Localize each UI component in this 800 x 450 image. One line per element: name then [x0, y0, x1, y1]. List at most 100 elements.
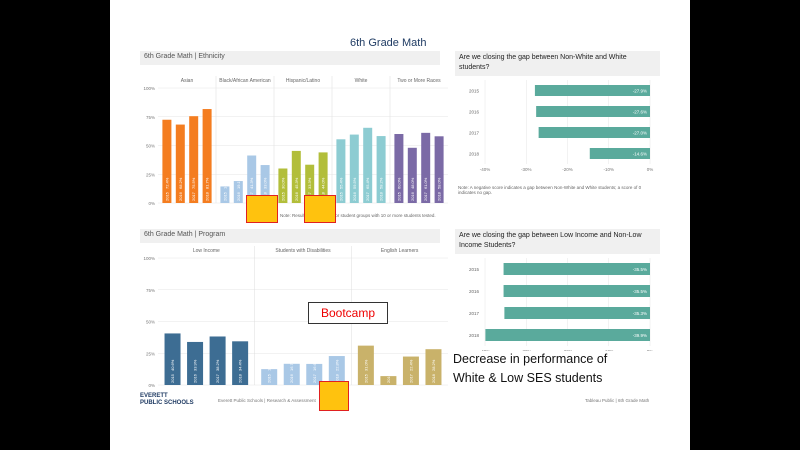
bar: [536, 106, 650, 117]
bar-value-label: 30.0%: [280, 177, 285, 189]
bar-year-label: 2015: [222, 191, 227, 201]
category-label: 2015: [469, 89, 480, 94]
bar: [175, 124, 185, 203]
logo-line-2: PUBLIC SCHOOLS: [140, 400, 194, 406]
bar: [283, 363, 300, 385]
bar-year-label: 2015: [338, 191, 343, 201]
bar: [534, 85, 650, 96]
bar: [232, 341, 249, 385]
bar-value-label: 58.0%: [437, 177, 442, 189]
bar-value-label: 22.4%: [408, 359, 413, 371]
category-label: 2017: [469, 131, 480, 136]
x-tick-label: -20%: [562, 167, 573, 172]
bar-value-label: 68.2%: [178, 177, 183, 189]
bar-value-label: 33.0%: [263, 177, 268, 189]
bar-year-label: 2017: [423, 191, 428, 201]
bar-year-label: 2015: [396, 191, 401, 201]
nonwhite-gap-title: Are we closing the gap between Non-White…: [455, 51, 660, 76]
group-label: Asian: [181, 78, 194, 84]
bar: [380, 376, 397, 385]
y-tick-label: 0%: [148, 201, 155, 206]
bar: [336, 139, 346, 203]
lowincome-gap-title: Are we closing the gap between Low Incom…: [455, 229, 660, 254]
bar: [233, 181, 243, 203]
bar-year-label: 2018: [437, 191, 442, 201]
y-tick-label: 100%: [143, 86, 155, 91]
nonwhite-gap-chart: -40% -30% -20% -10% 0% 2015 -27.9% 2016 -27.6% 20…: [469, 80, 654, 172]
bar-value-label: 65.4%: [365, 177, 370, 189]
bar-value-label: 28.2%: [431, 359, 436, 371]
bar: [394, 134, 404, 203]
bar: [349, 134, 359, 203]
caption: Decrease in performance of White & Low S…: [453, 350, 683, 388]
bar-year-label: 2017: [408, 373, 413, 383]
x-tick-label: 0%: [647, 167, 654, 172]
bar-year-label: 2016: [352, 191, 357, 201]
bar: [202, 109, 212, 203]
bar: [220, 186, 230, 203]
bar-year-label: 2016: [289, 373, 294, 383]
bar-year-label: 2015: [363, 373, 368, 383]
bar: [305, 164, 315, 203]
bar-year-label: 2018: [431, 373, 436, 383]
ethnicity-chart: 0% 25% 50% 75% 100% Asian 2015 72.4% 2016 68.2% 20…: [143, 76, 448, 206]
group-label: Low Income: [193, 248, 220, 254]
group-label: Black/African American: [219, 78, 271, 84]
bar-value-label: 38.2%: [215, 359, 220, 371]
y-tick-label: 100%: [143, 256, 155, 261]
bar-value-label: 58.2%: [379, 177, 384, 189]
footer-left: Everett Public Schools | Research & Asse…: [218, 398, 316, 403]
bar-year-label: 2015: [164, 191, 169, 201]
bar-value-label: 44.0%: [321, 177, 326, 189]
bar: [589, 148, 650, 159]
category-label: 2017: [469, 311, 480, 316]
bar-value-label: -35.5%: [633, 289, 647, 294]
y-tick-label: 0%: [148, 383, 155, 388]
bar-value-label: 45.3%: [294, 177, 299, 189]
bar: [376, 136, 386, 203]
group-label: Two or More Races: [397, 78, 441, 84]
bar-year-label: 2017: [191, 191, 196, 201]
highlight-box-hispanic-2017: [304, 195, 336, 223]
bar-value-label: -27.9%: [633, 88, 647, 93]
bar: [162, 119, 172, 203]
y-tick-label: 25%: [146, 351, 155, 356]
ethnicity-chart-title: 6th Grade Math | Ethnicity: [140, 51, 440, 65]
bar-year-label: 2015: [267, 373, 272, 383]
bar-year-label: 2016: [294, 191, 299, 201]
bar-year-label: 2016: [410, 191, 415, 201]
bar: [261, 369, 278, 385]
category-label: 2016: [469, 110, 480, 115]
bar: [209, 336, 226, 385]
program-chart-title: 6th Grade Math | Program: [140, 229, 440, 243]
bar-year-label: 2017: [365, 191, 370, 201]
bar-year-label: 2015: [170, 373, 175, 383]
category-label: 2018: [469, 152, 480, 157]
x-tick-label: -40%: [480, 349, 491, 351]
group-label: White: [355, 78, 368, 84]
x-tick-label: -30%: [521, 349, 532, 351]
bootcamp-label: Bootcamp: [308, 302, 388, 324]
group-label: Students with Disabilities: [275, 248, 331, 254]
bar-value-label: 33.9%: [193, 359, 198, 371]
bar: [328, 356, 345, 385]
group-label: English Learners: [381, 248, 419, 254]
bar: [306, 363, 323, 385]
bar-value-label: 14.4%: [222, 177, 227, 189]
x-tick-label: -10%: [603, 349, 614, 351]
bar-value-label: 55.4%: [338, 177, 343, 189]
category-label: 2015: [469, 267, 480, 272]
category-label: 2018: [469, 333, 480, 338]
bar-value-label: -14.6%: [633, 151, 647, 156]
bar-value-label: 12.5%: [267, 359, 272, 371]
bar: [504, 307, 650, 319]
bar-value-label: -27.0%: [633, 130, 647, 135]
bar: [363, 127, 373, 203]
bar-value-label: 40.6%: [170, 359, 175, 371]
x-tick-label: -10%: [603, 167, 614, 172]
bar-value-label: 61.0%: [423, 177, 428, 189]
nonwhite-gap-footnote: Note: A negative score indicates a gap b…: [458, 185, 642, 195]
bar-value-label: -35.3%: [633, 311, 647, 316]
bar-value-label: 81.7%: [205, 177, 210, 189]
bar-value-label: 7.0%: [386, 361, 391, 371]
